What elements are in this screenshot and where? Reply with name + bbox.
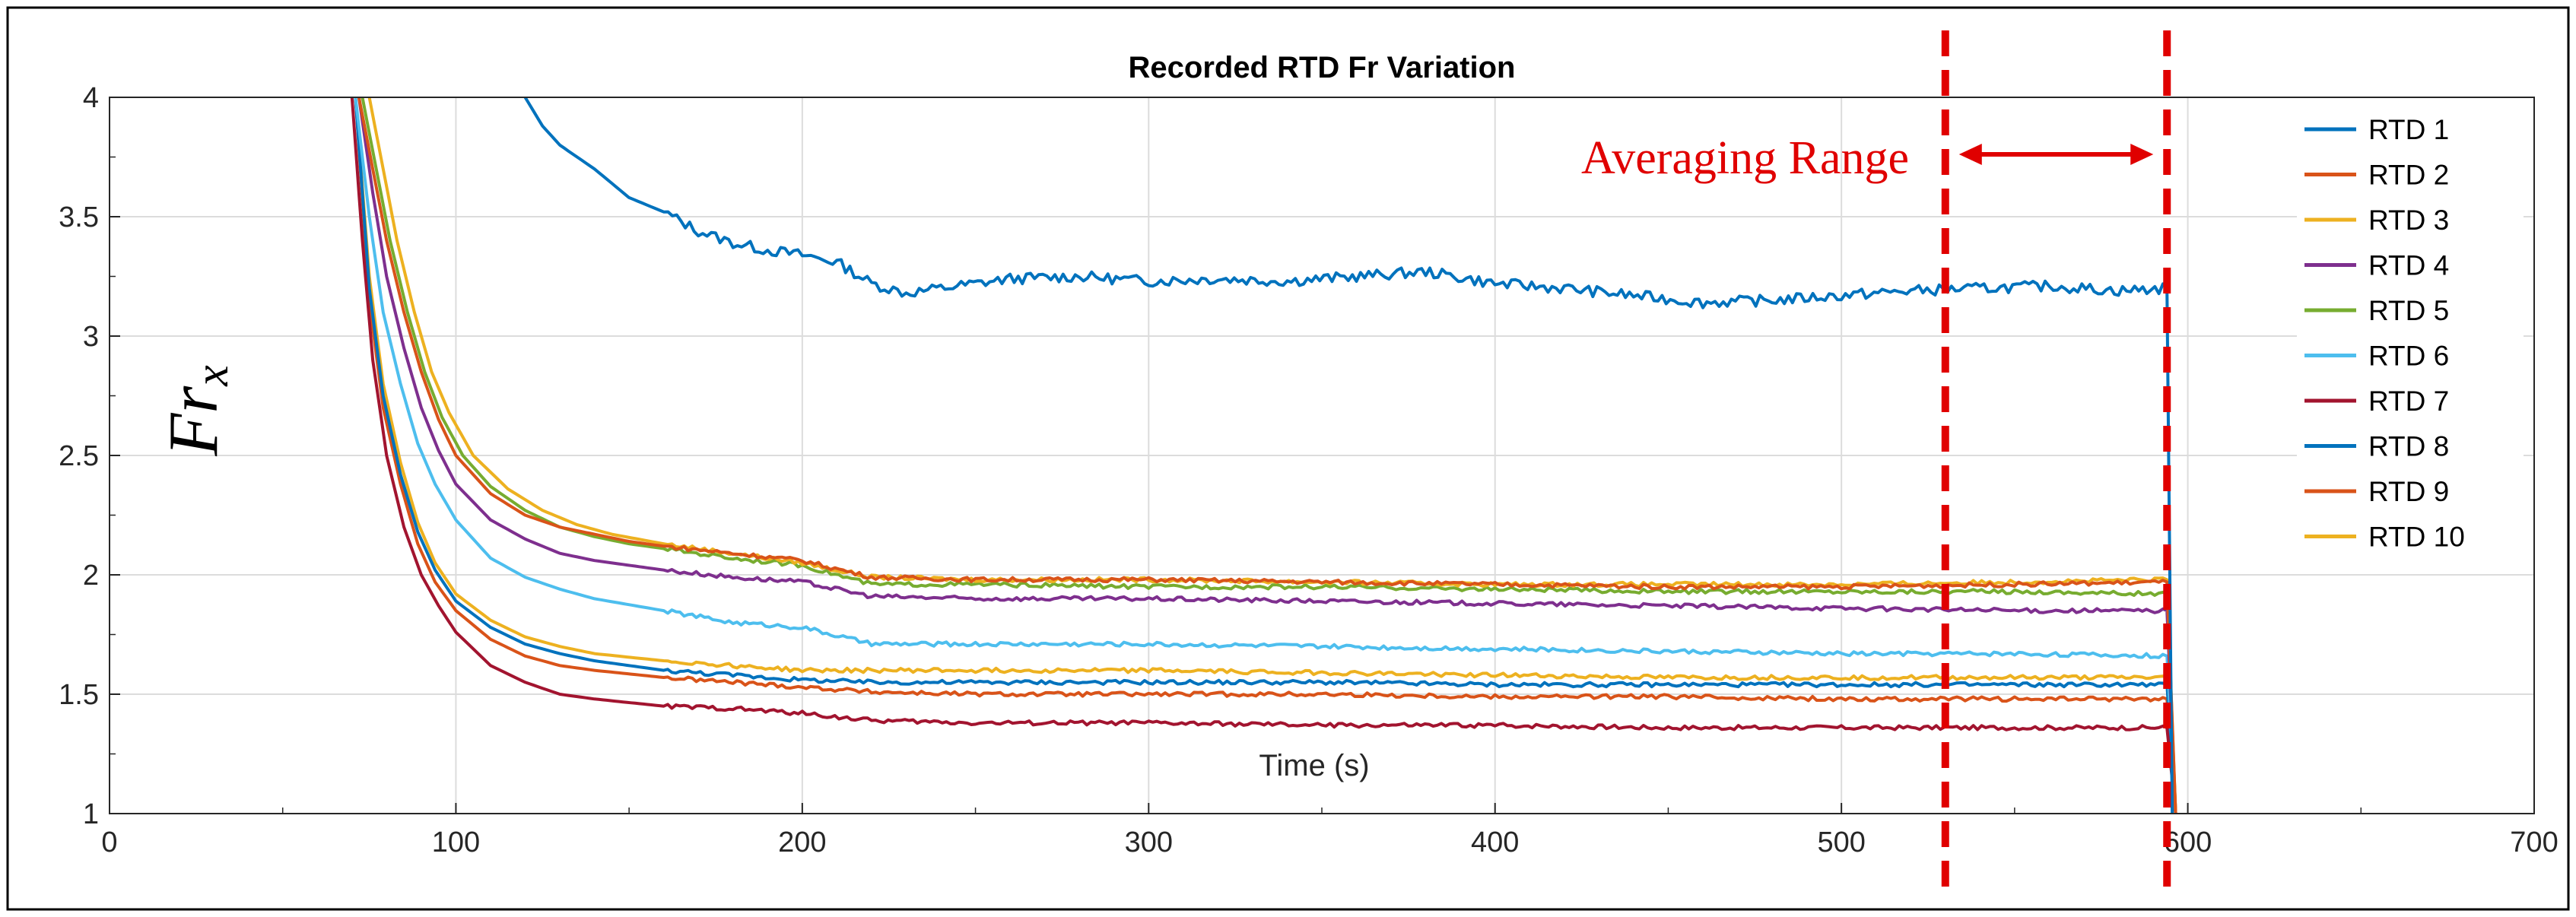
- y-tick-label: 2: [83, 560, 99, 592]
- x-tick-label: 200: [778, 827, 826, 858]
- y-tick-label: 1.5: [59, 679, 99, 711]
- y-axis-label-subscript: x: [186, 365, 238, 387]
- y-tick-label: 3.5: [59, 201, 99, 233]
- series-line-rtd-7: [350, 97, 2177, 814]
- legend-entry-label: RTD 8: [2368, 431, 2449, 462]
- range-arrow-right-head: [2130, 144, 2154, 165]
- x-tick-label: 400: [1471, 827, 1519, 858]
- series-line-rtd-8: [354, 97, 2177, 814]
- x-tick-label: 500: [1817, 827, 1865, 858]
- y-tick-label: 3: [83, 321, 99, 353]
- legend-entry-label: RTD 9: [2368, 476, 2449, 507]
- legend-entry-label: RTD 7: [2368, 386, 2449, 417]
- y-tick-label: 4: [83, 82, 99, 114]
- legend-entry-label: RTD 5: [2368, 295, 2449, 326]
- outer-frame: [6, 6, 2570, 911]
- legend-entry-label: RTD 6: [2368, 341, 2449, 372]
- x-tick-label: 300: [1125, 827, 1173, 858]
- legend-entry-label: RTD 4: [2368, 250, 2449, 281]
- series-lines: [350, 97, 2177, 814]
- series-line-rtd-2: [357, 97, 2177, 814]
- axis-ticks: 0 100 200 300 400 500 600 700 1 1.5 2 2.5 3 3.5 4: [59, 82, 2559, 858]
- series-line-rtd-9: [354, 97, 2177, 814]
- annotation-label: Averaging Range: [1581, 132, 1909, 184]
- chart-title: Recorded RTD Fr Variation: [1129, 51, 1516, 84]
- series-line-rtd-4: [357, 97, 2177, 814]
- series-line-rtd-6: [354, 97, 2177, 814]
- x-tick-label: 700: [2510, 827, 2558, 858]
- legend: RTD 1 RTD 2 RTD 3 RTD 4 RTD 5 RTD 6 RTD 7 RTD 8…: [2297, 106, 2524, 563]
- x-tick-label: 0: [101, 827, 117, 858]
- y-axis-label: Frx: [154, 365, 238, 457]
- range-arrow-left-head: [1958, 144, 1982, 165]
- y-tick-label: 2.5: [59, 440, 99, 472]
- series-line-rtd-10: [354, 97, 2177, 814]
- y-axis-label-main: Fr: [154, 386, 232, 457]
- x-tick-label: 100: [432, 827, 480, 858]
- series-line-rtd-1: [523, 97, 2174, 814]
- legend-box: [2297, 106, 2524, 563]
- legend-entry-label: RTD 3: [2368, 205, 2449, 236]
- legend-entry-label: RTD 2: [2368, 160, 2449, 191]
- legend-entry-label: RTD 1: [2368, 114, 2449, 145]
- legend-entry-label: RTD 10: [2368, 522, 2465, 553]
- x-tick-label: 600: [2164, 827, 2212, 858]
- averaging-range-annotation: Averaging Range: [1581, 30, 2171, 888]
- x-axis-label: Time (s): [1259, 749, 1369, 782]
- y-tick-label: 1: [83, 798, 99, 830]
